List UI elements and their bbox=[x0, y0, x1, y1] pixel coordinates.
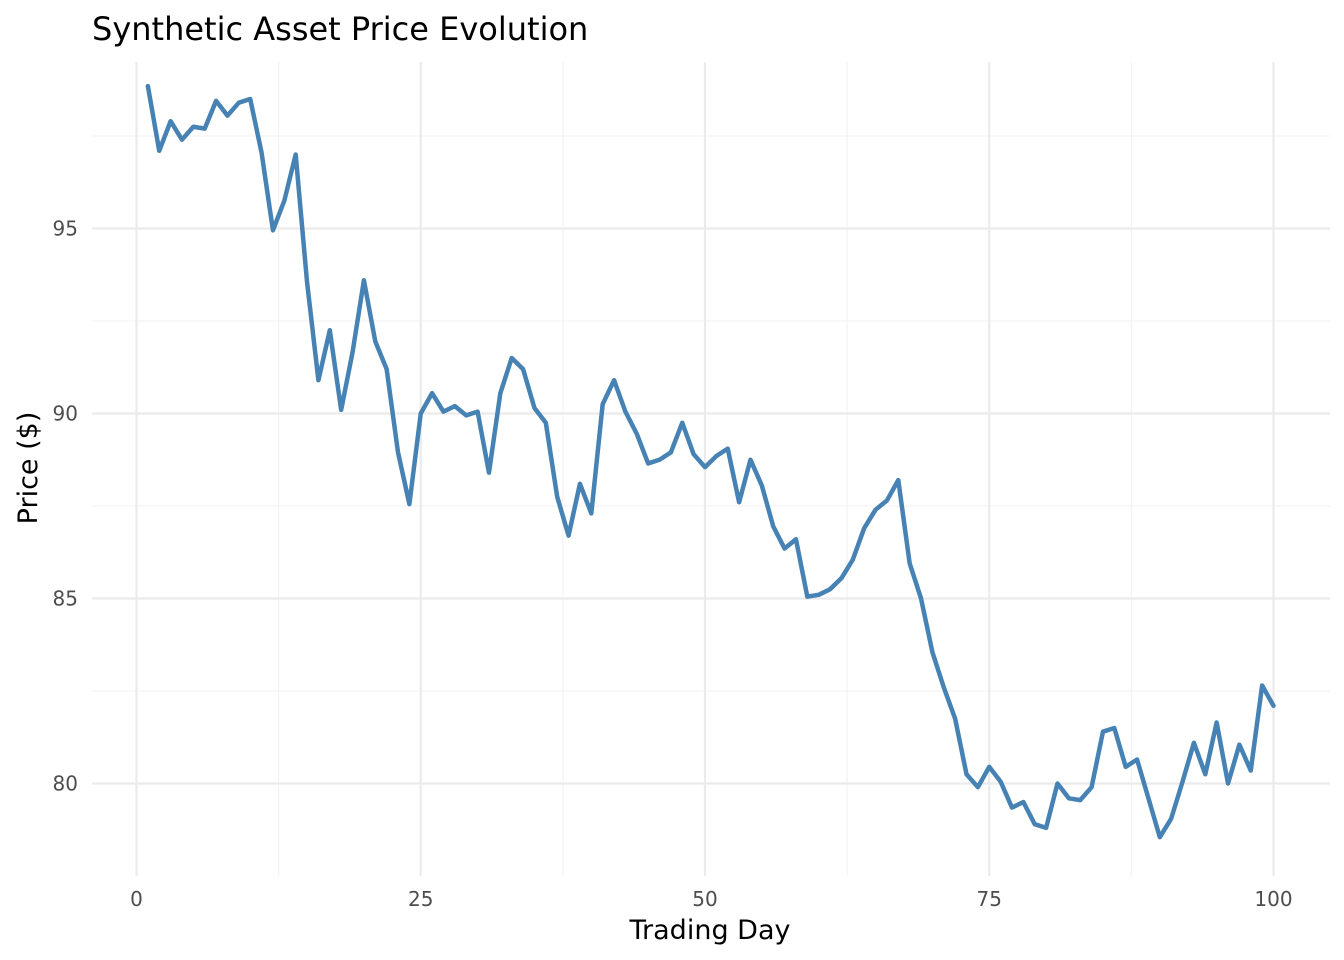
y-axis-title: Price ($) bbox=[13, 412, 44, 525]
y-tick-label: 85 bbox=[53, 587, 78, 611]
y-tick-label: 95 bbox=[53, 217, 78, 241]
x-axis-title: Trading Day bbox=[629, 915, 791, 946]
price-series-line bbox=[145, 83, 1276, 840]
x-tick-label: 25 bbox=[408, 887, 433, 911]
x-axis-ticks: 0 25 50 75 100 bbox=[130, 887, 1292, 911]
x-tick-label: 50 bbox=[692, 887, 717, 911]
y-tick-label: 80 bbox=[53, 772, 78, 796]
x-tick-label: 0 bbox=[130, 887, 143, 911]
gridlines bbox=[92, 62, 1330, 876]
chart-title: Synthetic Asset Price Evolution bbox=[92, 10, 588, 48]
x-tick-label: 100 bbox=[1254, 887, 1292, 911]
series-layer bbox=[145, 83, 1276, 840]
y-axis-ticks: 80 85 90 95 bbox=[53, 217, 78, 796]
y-tick-label: 90 bbox=[53, 402, 78, 426]
x-tick-label: 75 bbox=[977, 887, 1002, 911]
